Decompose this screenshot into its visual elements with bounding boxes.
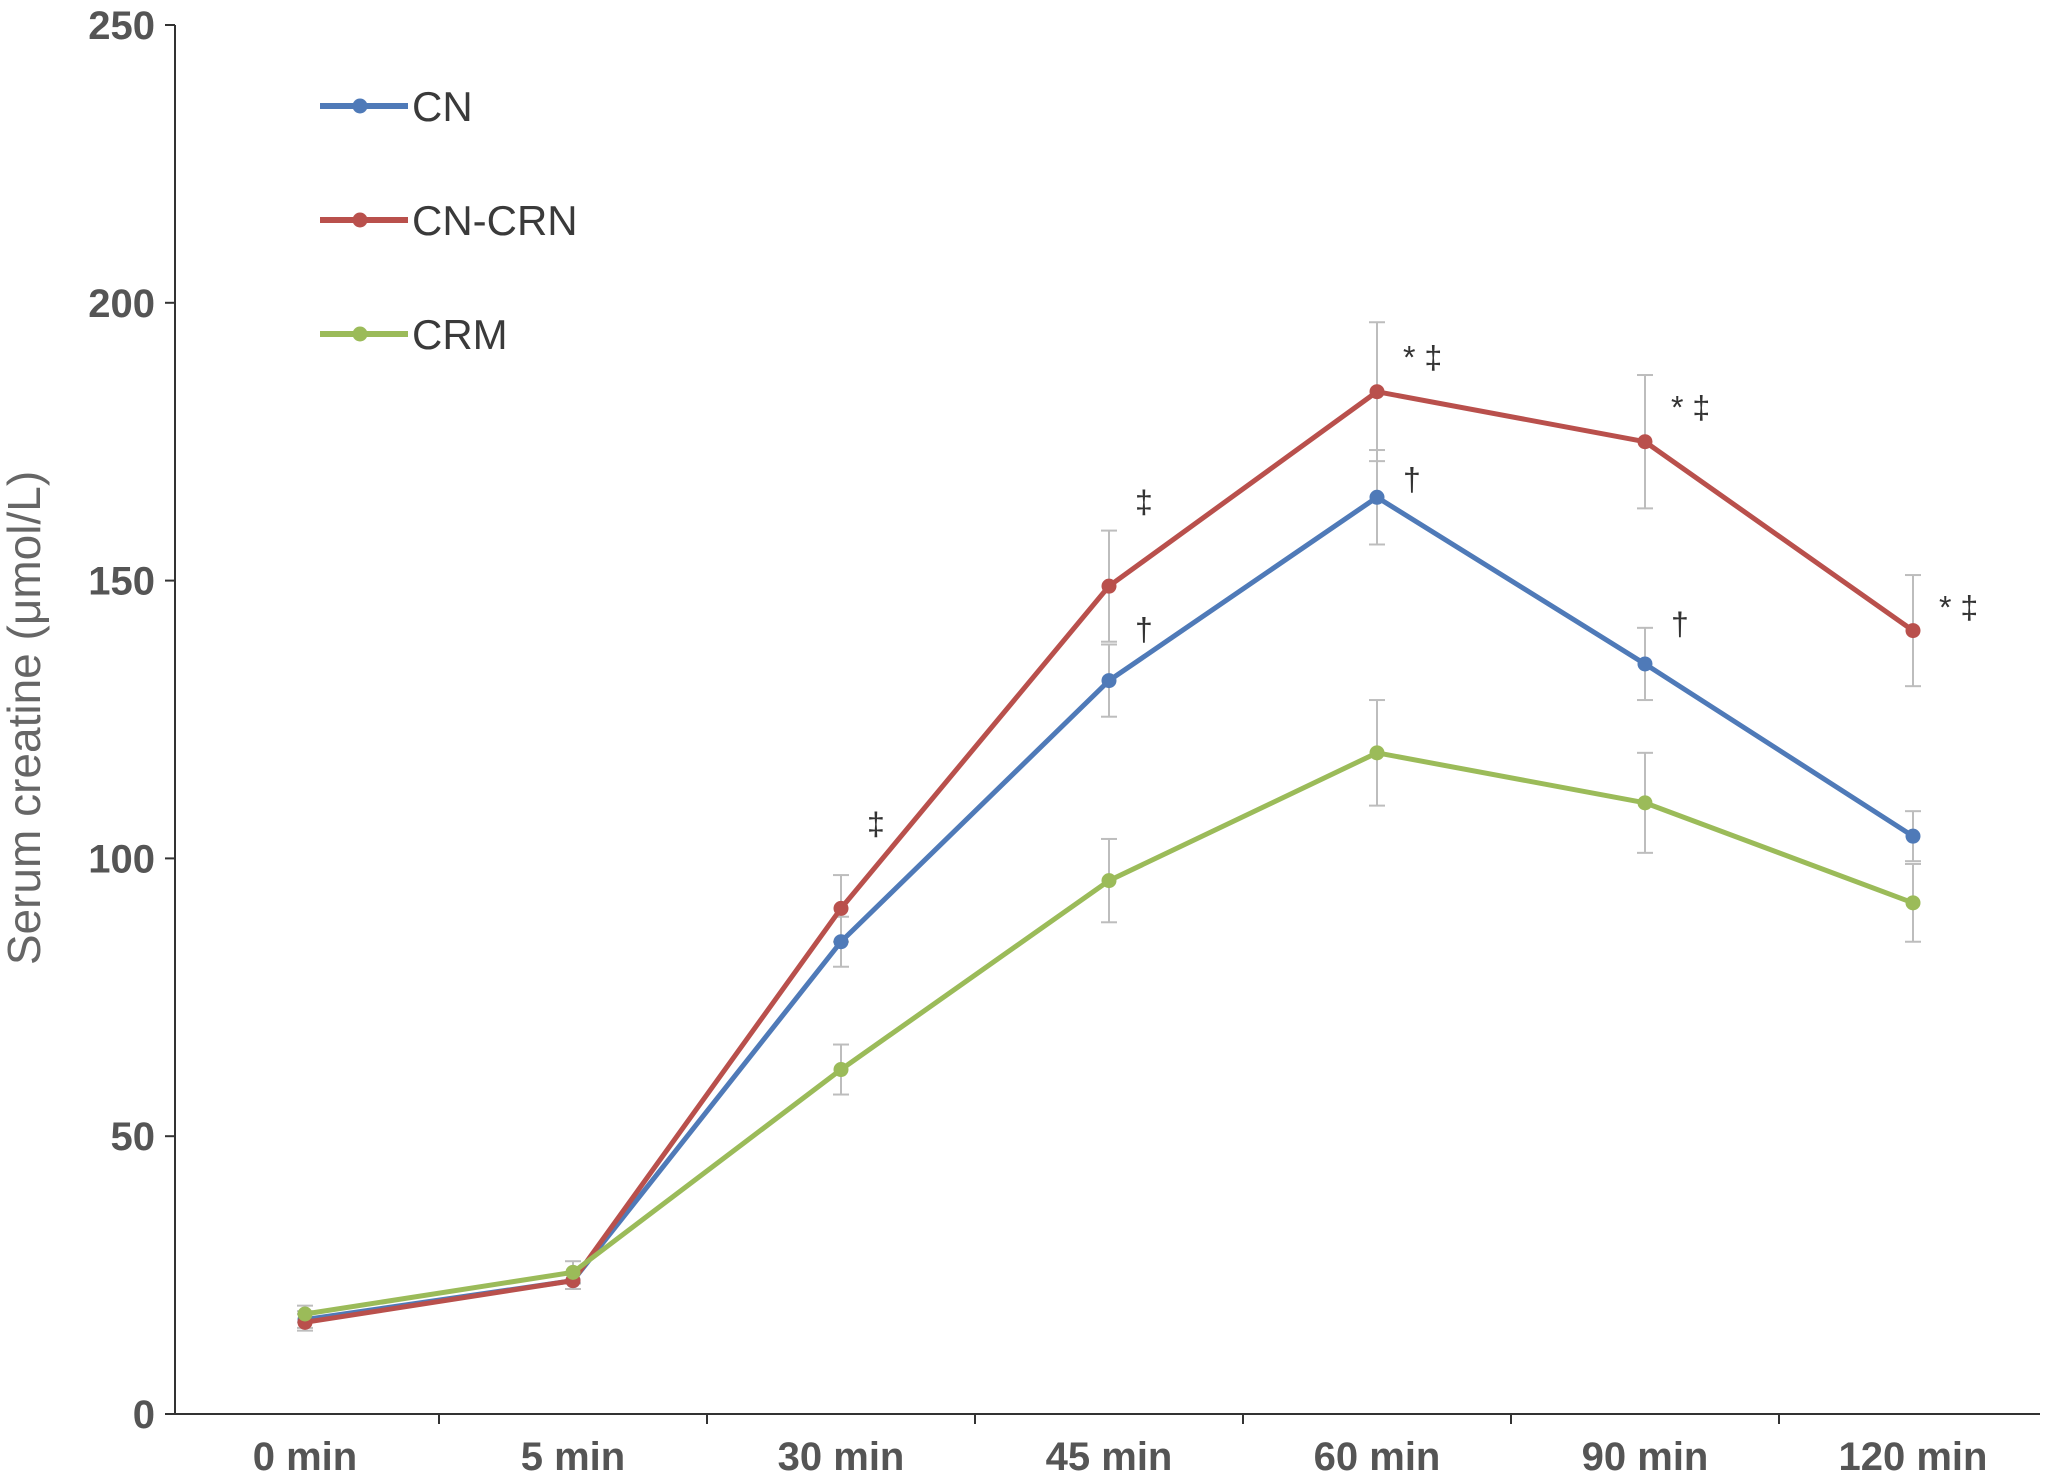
legend-entry: CN bbox=[320, 83, 473, 130]
legend-label: CN bbox=[412, 83, 473, 130]
data-point-cn-crn bbox=[1101, 578, 1117, 594]
data-point-cn bbox=[1637, 656, 1653, 672]
x-tick-label: 30 min bbox=[778, 1435, 905, 1474]
data-point-crm bbox=[833, 1062, 849, 1078]
data-point-crm bbox=[1905, 895, 1921, 911]
data-point-crm bbox=[565, 1264, 581, 1280]
legend-marker bbox=[352, 98, 368, 114]
legend-label: CN-CRN bbox=[412, 197, 578, 244]
y-tick-label: 100 bbox=[88, 837, 155, 881]
significance-annotation: † bbox=[1671, 606, 1689, 642]
x-tick-label: 90 min bbox=[1582, 1435, 1709, 1474]
x-tick-label: 5 min bbox=[521, 1435, 625, 1474]
data-point-cn bbox=[833, 934, 849, 950]
data-point-crm bbox=[1637, 795, 1653, 811]
data-point-cn bbox=[1101, 673, 1117, 689]
significance-annotation: ‡ bbox=[1135, 484, 1153, 520]
significance-annotation: * ‡ bbox=[1403, 339, 1442, 375]
legend-label: CRM bbox=[412, 311, 508, 358]
x-tick-label: 45 min bbox=[1046, 1435, 1173, 1474]
data-point-crm bbox=[1101, 873, 1117, 889]
y-axis-label: Serum creatine (μmol/L) bbox=[0, 471, 50, 965]
data-point-cn-crn bbox=[1905, 623, 1921, 639]
significance-annotation: * ‡ bbox=[1939, 589, 1978, 625]
y-tick-label: 50 bbox=[111, 1115, 156, 1159]
x-tick-label: 60 min bbox=[1314, 1435, 1441, 1474]
legend: CN CN-CRN CRM bbox=[320, 83, 578, 358]
y-tick-label: 0 bbox=[133, 1393, 155, 1437]
legend-entry: CRM bbox=[320, 311, 508, 358]
legend-marker bbox=[352, 212, 368, 228]
y-tick-label: 200 bbox=[88, 282, 155, 326]
significance-annotation: * ‡ bbox=[1671, 389, 1710, 425]
data-point-cn-crn bbox=[1369, 384, 1385, 400]
y-tick-label: 150 bbox=[88, 560, 155, 604]
series-lines bbox=[297, 384, 1921, 1330]
x-tick-label: 120 min bbox=[1839, 1435, 1988, 1474]
legend-entry: CN-CRN bbox=[320, 197, 578, 244]
significance-annotation: † bbox=[1403, 462, 1421, 498]
data-point-cn-crn bbox=[1637, 434, 1653, 450]
axes: 0 50 100 150 200 250 0 min 5 min 30 min 45 min 60 … bbox=[88, 4, 2040, 1479]
y-tick-label: 250 bbox=[88, 4, 155, 48]
legend-marker bbox=[352, 326, 368, 342]
data-point-crm bbox=[297, 1306, 313, 1322]
data-point-crm bbox=[1369, 745, 1385, 761]
significance-annotations: ‡ ‡ † * ‡ † * ‡ † * ‡ bbox=[867, 339, 1978, 842]
data-point-cn bbox=[1369, 489, 1385, 505]
significance-annotation: ‡ bbox=[867, 806, 885, 842]
error-bars bbox=[297, 321, 1921, 1332]
data-point-cn bbox=[1905, 828, 1921, 844]
significance-annotation: † bbox=[1135, 612, 1153, 648]
x-tick-label: 0 min bbox=[253, 1435, 357, 1474]
data-point-cn-crn bbox=[833, 900, 849, 916]
series-line-crm bbox=[304, 750, 1914, 1317]
